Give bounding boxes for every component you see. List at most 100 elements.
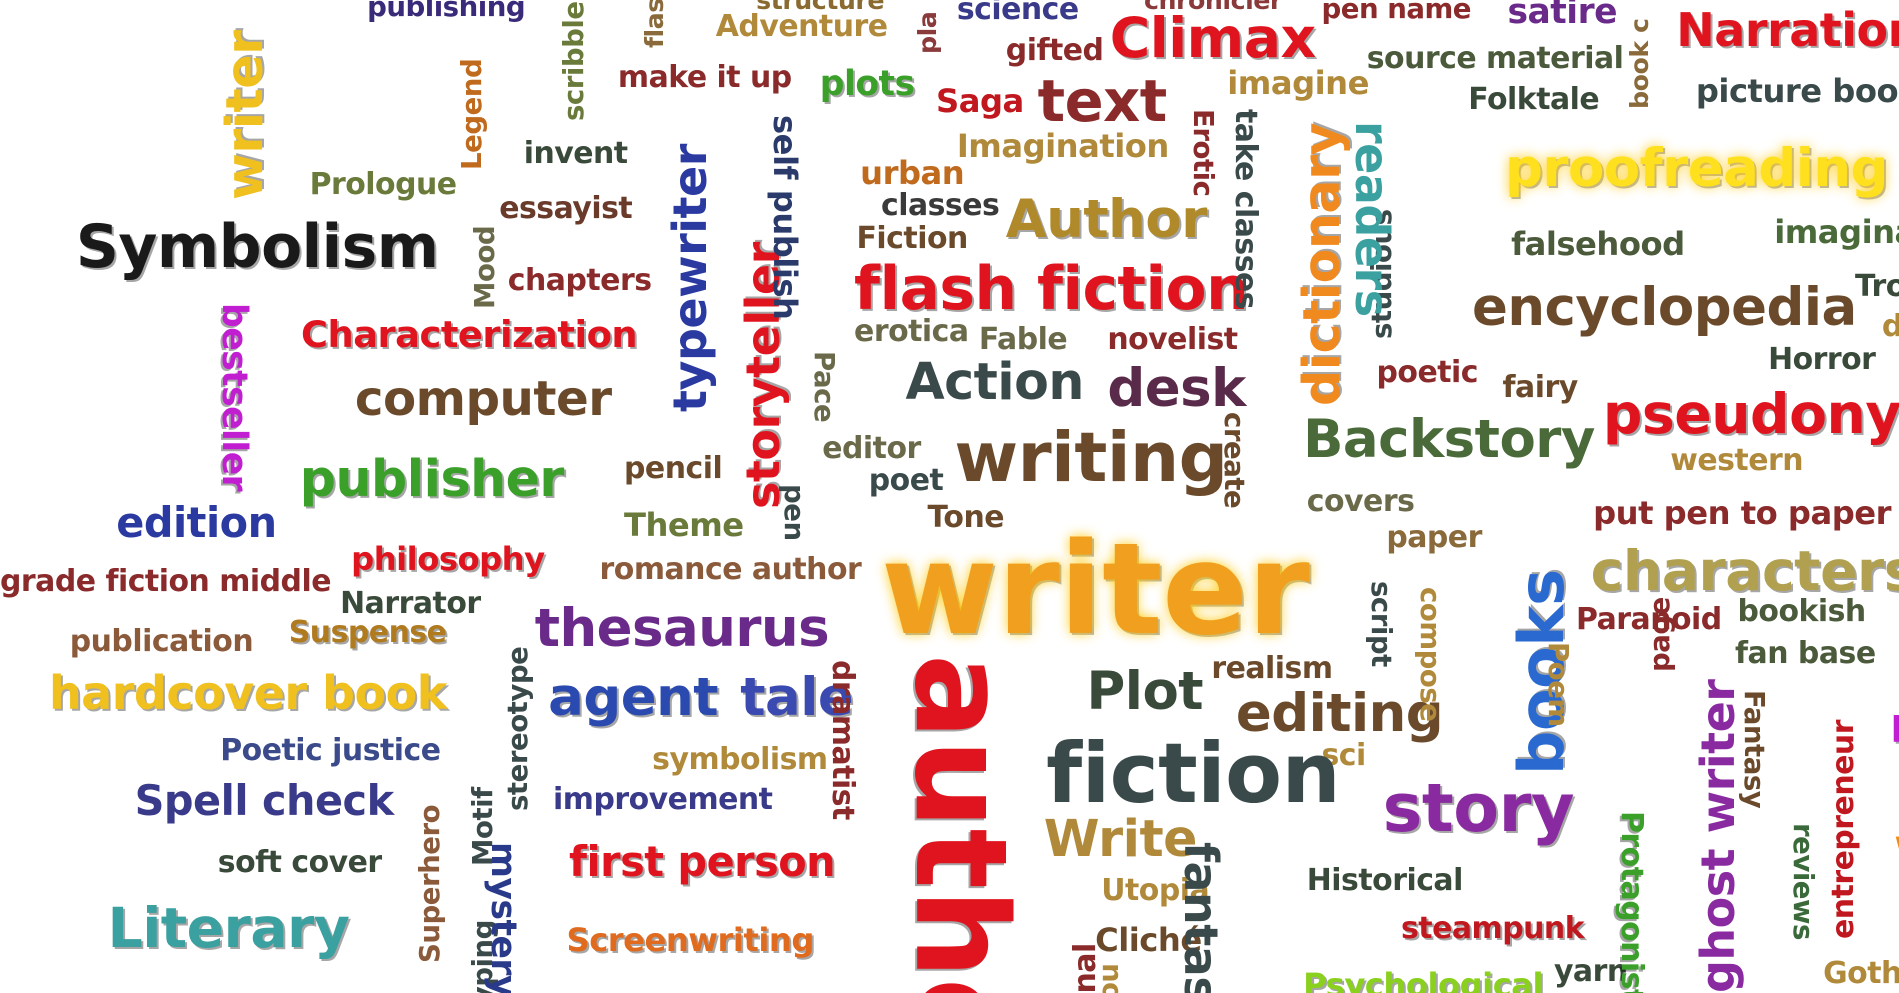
- word-chronicler: chronicler: [1144, 0, 1282, 15]
- word-prologue: Prologue: [309, 166, 458, 202]
- word-novelist: novelist: [1107, 321, 1238, 357]
- word-symbolism: symbolism: [652, 741, 828, 777]
- word-theme: Theme: [624, 505, 744, 544]
- word-steampunk: steampunk: [1401, 911, 1585, 947]
- word-encyclopedia: encyclopedia: [1471, 277, 1857, 339]
- word-gothic: Gothic: [1823, 956, 1899, 992]
- word-pen-name: pen name: [1321, 0, 1472, 26]
- word-agent: agent: [548, 667, 719, 729]
- word-ghost-writer: ghost writer: [1690, 679, 1745, 993]
- word-source-material: source material: [1366, 40, 1624, 76]
- word-folktale: Folktale: [1468, 81, 1600, 117]
- word-essayist: essayist: [499, 190, 633, 226]
- word-backstory: Backstory: [1303, 409, 1595, 471]
- word-western: western: [1670, 442, 1804, 478]
- word-plots: plots: [819, 63, 915, 104]
- word-page: page: [1642, 597, 1676, 673]
- word-reviews: reviews: [1787, 823, 1821, 941]
- word-covers: covers: [1306, 483, 1415, 519]
- word-book-c: book c: [1625, 18, 1655, 109]
- word-action: Action: [905, 352, 1084, 412]
- word-imagine: imagine: [1227, 63, 1369, 102]
- word-chapters: chapters: [507, 263, 652, 299]
- word-gifted: gifted: [1005, 33, 1104, 69]
- word-narrator: Narrator: [340, 585, 481, 621]
- word-writer: writer: [880, 515, 1310, 663]
- word-clich: Cliché: [1095, 920, 1202, 959]
- word-symbolism: Symbolism: [75, 211, 439, 282]
- word-script: script: [1364, 581, 1398, 668]
- word-pen: pen: [777, 484, 811, 542]
- word-philosophy: philosophy: [351, 539, 545, 578]
- word-create: create: [1218, 411, 1252, 508]
- word-bestseller: bestseller: [213, 302, 254, 491]
- word-structure: structure: [756, 0, 885, 15]
- word-make-it-up: make it up: [617, 59, 792, 95]
- word-climax: Climax: [1109, 7, 1316, 72]
- word-note: note: [1096, 963, 1129, 993]
- word-tale: tale: [740, 667, 854, 729]
- word-compose: compose: [1413, 587, 1447, 722]
- word-pla: pla: [913, 12, 943, 55]
- word-write: Write: [1043, 808, 1198, 868]
- word-editor: editor: [822, 430, 921, 466]
- word-fable: Fable: [978, 321, 1068, 357]
- word-story: story: [1382, 769, 1575, 848]
- word-pencil: pencil: [624, 451, 723, 487]
- word-entrepreneur: entrepreneur: [1826, 719, 1862, 939]
- word-spell-check: Spell check: [134, 777, 395, 826]
- word-fantasy: Fantasy: [1738, 690, 1772, 809]
- word-characters: characters: [1590, 539, 1899, 604]
- word-screenwriting: Screenwriting: [566, 920, 815, 959]
- word-fairy: fairy: [1502, 369, 1579, 405]
- word-poet: poet: [868, 463, 944, 499]
- word-thesaurus: thesaurus: [534, 598, 830, 660]
- word-text: text: [1037, 67, 1168, 135]
- word-realism: realism: [1211, 650, 1333, 686]
- word-hardcover-book: hardcover book: [48, 665, 447, 720]
- word-drama: drama: [1881, 309, 1899, 345]
- word-imagination: Imagination: [956, 126, 1170, 165]
- word-plot: Plot: [1086, 661, 1204, 723]
- word-first-person: first person: [568, 837, 836, 886]
- word-erotic: Erotic: [1187, 108, 1221, 197]
- word-picture-book: picture book: [1695, 72, 1899, 111]
- word-dictionary: dictionary: [1291, 122, 1351, 406]
- word-typewriter: typewriter: [662, 143, 717, 412]
- word-fiction: Fiction: [856, 221, 969, 257]
- word-poem: Poem: [1542, 641, 1576, 727]
- word-poetic-justice: Poetic justice: [220, 733, 441, 769]
- word-pace: Pace: [808, 351, 842, 423]
- word-fantasy: fantasy: [1173, 841, 1228, 993]
- word-author: Author: [1005, 188, 1208, 250]
- word-word-count: word count: [1894, 823, 1899, 869]
- word-adventure: Adventure: [715, 9, 888, 45]
- word-improvement: improvement: [553, 781, 773, 817]
- word-psychological: Psychological: [1303, 965, 1544, 993]
- word-imagination: imagination: [1774, 212, 1899, 251]
- word-paper: paper: [1386, 520, 1482, 556]
- word-mystery: mystery: [483, 841, 524, 993]
- word-publisher: publisher: [299, 449, 565, 509]
- word-flash-fiction: flash fiction: [854, 254, 1249, 325]
- word-put-pen-to-paper: put pen to paper: [1593, 493, 1891, 532]
- word-self-publish: self publish: [766, 115, 805, 320]
- word-writer: writer: [215, 30, 275, 200]
- word-computer: computer: [354, 371, 612, 428]
- word-legend: Legend: [454, 58, 488, 170]
- word-historical: Historical: [1306, 862, 1464, 898]
- word-invent: invent: [523, 136, 628, 172]
- word-characterization: Characterization: [301, 313, 638, 357]
- word-scribble: scribble: [557, 1, 591, 122]
- word-dramatist: dramatist: [824, 659, 860, 820]
- word-paranoid: Paranoid: [1575, 602, 1722, 638]
- word-soft-cover: soft cover: [217, 844, 382, 880]
- word-tone: Tone: [927, 499, 1005, 535]
- word-satire: satire: [1507, 0, 1617, 33]
- word-desk: desk: [1107, 358, 1246, 420]
- word-falsehood: falsehood: [1511, 224, 1685, 263]
- word-science: science: [956, 0, 1079, 28]
- word-saga: Saga: [936, 81, 1024, 120]
- word-flas: flas: [640, 0, 670, 49]
